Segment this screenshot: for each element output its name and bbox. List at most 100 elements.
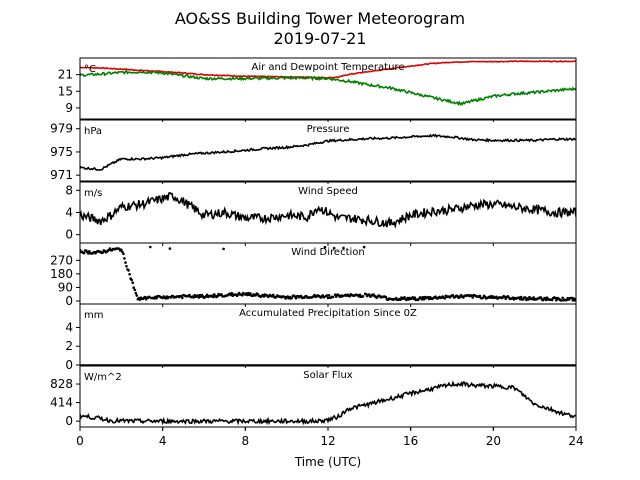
- wind-direction-point: [443, 297, 447, 300]
- wind-direction-point: [271, 293, 275, 297]
- wind-direction-point: [403, 296, 406, 299]
- wind-direction-point: [348, 295, 352, 298]
- wind-direction-point: [138, 298, 142, 301]
- wind-direction-point: [471, 296, 475, 299]
- wind-direction-point: [478, 294, 482, 298]
- pressure-series-0-line: [80, 133, 576, 171]
- wind-direction-point: [125, 265, 128, 268]
- wind-direction-point: [124, 261, 127, 264]
- pressure-y-tick-label: 975: [50, 145, 73, 159]
- wind_speed-y-tick-label: 4: [65, 206, 73, 220]
- solar-unit-label: W/m^2: [84, 372, 122, 383]
- pressure-y-tick-label: 979: [50, 122, 73, 136]
- x-axis: 0 4 8 12 16 20 24: [76, 427, 584, 448]
- wind-direction-point: [341, 294, 344, 298]
- x-tick-label: 0: [76, 434, 84, 448]
- wind-direction-point: [131, 281, 134, 285]
- wind-direction-point: [322, 295, 326, 299]
- wind-direction-point: [143, 295, 147, 299]
- wind_dir-y-tick-label: 90: [58, 280, 73, 294]
- wind-direction-point: [544, 298, 548, 302]
- temp-panel-title: Air and Dewpoint Temperature: [252, 62, 405, 73]
- wind-direction-point: [249, 292, 252, 295]
- wind_dir-y-tick-label: 180: [50, 267, 73, 281]
- wind-direction-point: [326, 296, 330, 300]
- wind_dir-y-tick-label: 270: [50, 253, 73, 267]
- wind-direction-point: [123, 257, 126, 260]
- x-tick-label: 8: [242, 434, 250, 448]
- temp-y-tick-label: 15: [58, 84, 73, 98]
- wind-direction-point: [87, 252, 90, 255]
- wind-direction-point: [554, 296, 557, 300]
- wind-direction-point: [221, 295, 224, 298]
- wind-direction-point: [149, 245, 152, 249]
- wind-direction-point: [384, 295, 388, 299]
- wind-direction-point: [527, 298, 530, 301]
- panel-temp: 9 15 21 Air and Dewpoint Temperature °C: [58, 57, 577, 122]
- wind-direction-point: [550, 298, 554, 302]
- wind-direction-point: [561, 296, 564, 300]
- solar-series-0-line: [80, 380, 576, 426]
- wind-direction-point: [82, 251, 86, 255]
- wind-direction-point: [205, 293, 209, 297]
- wind-direction-point: [101, 251, 104, 254]
- precip-y-tick-label: 2: [65, 339, 73, 353]
- panel-precip: 0 2 4 Accumulated Precipitation Since 0Z mm: [65, 303, 577, 372]
- wind-direction-point: [325, 294, 329, 297]
- panel-pressure: 971 975 979 Pressure hPa: [50, 119, 577, 184]
- temp-series-1-line: [80, 70, 576, 107]
- wind-direction-point: [342, 246, 345, 250]
- wind-direction-point: [127, 269, 130, 272]
- temp-y-tick-label: 9: [65, 101, 73, 115]
- wind_speed-unit-label: m/s: [84, 188, 102, 199]
- wind-direction-point: [188, 293, 191, 297]
- solar-y-tick-label: 414: [50, 396, 73, 410]
- wind-direction-point: [421, 295, 425, 299]
- wind-direction-point: [481, 296, 485, 300]
- panel-wind_speed: 0 4 8 Wind Speed m/s: [65, 181, 577, 246]
- solar-panel-title: Solar Flux: [303, 370, 353, 381]
- solar-y-tick-label: 828: [50, 377, 73, 391]
- wind-direction-point: [147, 295, 151, 299]
- wind-direction-point: [168, 247, 172, 250]
- temp-y-tick-label: 21: [58, 68, 73, 82]
- wind-direction-point: [299, 294, 303, 298]
- wind-direction-point: [327, 294, 331, 297]
- x-tick-label: 24: [568, 434, 583, 448]
- wind-direction-point: [413, 296, 417, 300]
- wind_speed-series-0-line: [80, 191, 576, 229]
- figure-title: AO&SS Building Tower Meteorogram: [175, 9, 465, 28]
- wind-direction-point: [503, 295, 507, 299]
- wind_speed-y-tick-label: 0: [65, 228, 73, 242]
- wind-direction-point: [181, 296, 184, 300]
- wind-direction-point: [368, 293, 371, 296]
- wind-direction-point: [519, 295, 523, 299]
- wind-direction-point: [420, 298, 424, 301]
- wind-direction-point: [167, 295, 171, 299]
- wind-direction-point: [197, 296, 201, 299]
- figure-subtitle: 2019-07-21: [274, 29, 367, 48]
- precip-unit-label: mm: [84, 310, 103, 321]
- wind_dir-panel-title: Wind Direction: [291, 247, 365, 258]
- x-tick-label: 20: [486, 434, 501, 448]
- wind-direction-point: [216, 294, 219, 298]
- wind-direction-point: [560, 299, 563, 302]
- precip-y-tick-label: 0: [65, 358, 73, 372]
- wind-direction-point: [196, 294, 200, 297]
- wind-direction-point: [128, 273, 131, 276]
- x-tick-label: 16: [403, 434, 418, 448]
- wind-direction-point: [120, 248, 123, 252]
- wind-direction-point: [130, 278, 133, 282]
- wind-direction-point: [524, 296, 527, 299]
- pressure-y-tick-label: 971: [50, 168, 73, 182]
- wind-direction-point: [134, 291, 138, 295]
- x-tick-label: 4: [159, 434, 167, 448]
- wind-direction-point: [570, 296, 574, 300]
- wind-direction-point: [358, 293, 362, 297]
- wind-direction-point: [135, 294, 139, 297]
- panel-solar: 0 414 828 Solar Flux W/m^2: [50, 365, 577, 430]
- precip-y-tick-label: 4: [65, 320, 73, 334]
- pressure-panel-title: Pressure: [307, 124, 350, 135]
